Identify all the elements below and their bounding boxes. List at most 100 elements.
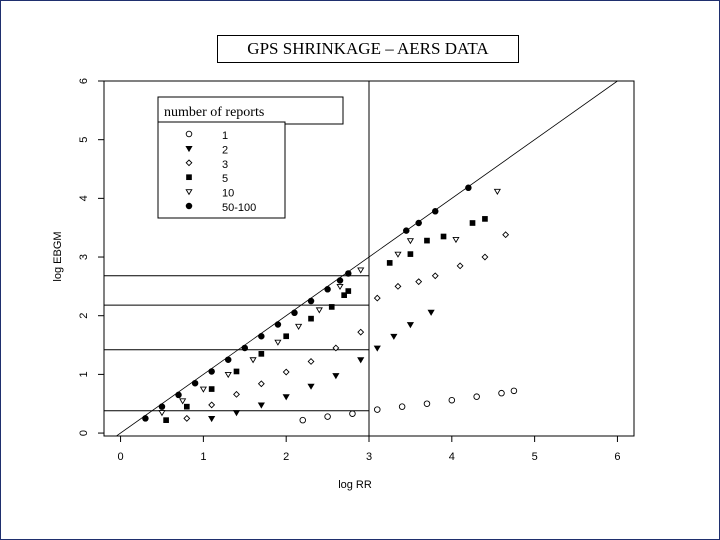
data-point [407,251,414,257]
data-point [175,391,182,399]
data-point [452,237,460,244]
series-3 [183,231,510,422]
data-point [208,401,216,409]
series-5 [163,216,488,423]
data-point [498,389,505,397]
data-point [257,402,265,409]
data-point [282,368,290,376]
data-point [241,344,249,352]
y-tick-label: 5 [78,137,90,143]
legend-label: 5 [222,173,228,185]
data-point [199,386,207,393]
data-point [415,219,422,227]
legend-title-box [157,96,344,125]
data-point [406,238,414,245]
identity-line [115,81,618,436]
data-point [406,322,414,329]
data-point [299,416,307,424]
legend-title: number of reports [164,105,264,120]
legend-label: 10 [222,188,234,200]
legend-label: 2 [222,144,228,156]
legend-marker [185,145,193,153]
series-1 [299,387,518,424]
data-point [233,368,240,375]
data-point [510,387,518,395]
y-tick-label: 6 [78,78,90,84]
legend-marker [186,174,192,181]
data-point [183,403,190,410]
data-point [158,410,166,417]
x-tick-label: 1 [200,451,206,463]
data-point [336,283,344,291]
series-10 [158,188,501,417]
data-point [307,358,315,365]
data-point [307,383,315,390]
data-point [373,294,381,302]
data-point [482,216,488,222]
y-axis-label: log EBGM [52,231,64,281]
data-point [390,333,398,340]
data-point [357,328,365,336]
series-2 [208,309,435,423]
data-point [191,379,199,387]
data-point [283,333,290,340]
data-point [332,373,340,380]
data-point [224,371,232,379]
data-point [233,390,240,398]
legend: number of reports 1 2 3 5 10 50-100 [157,96,344,219]
data-point [432,208,439,215]
data-point [394,251,402,258]
chart-title: GPS SHRINKAGE – AERS DATA [217,35,519,63]
data-point [349,410,356,417]
data-point [208,386,215,392]
data-point [398,403,406,410]
data-point [324,413,331,420]
legend-label: 3 [222,159,228,171]
x-tick-label: 3 [366,451,372,463]
data-point [332,344,340,352]
data-point [324,286,331,293]
data-point [328,304,335,310]
data-point [282,394,290,401]
data-point [142,415,149,422]
data-point [374,406,381,413]
data-point [415,278,423,286]
data-point [424,237,430,244]
legend-marker [185,189,193,196]
data-point [465,184,472,192]
data-point [403,227,410,234]
data-point [208,368,215,375]
data-point [373,345,381,352]
x-tick-label: 5 [532,451,538,463]
data-point [163,417,169,423]
data-point [307,297,315,305]
data-point [308,315,314,322]
data-point [274,339,282,346]
y-tick-label: 2 [78,313,90,319]
legend-label: 50-100 [222,202,256,214]
data-point [357,357,365,364]
data-point [315,307,323,314]
data-point [394,282,402,290]
data-point [357,267,365,274]
data-point [208,415,216,423]
data-point [440,233,447,240]
data-point [345,270,352,277]
data-point [258,332,265,340]
y-tick-label: 4 [78,195,90,201]
x-axis-label: log RR [338,479,372,491]
data-point [249,357,257,364]
data-point [295,323,303,330]
x-tick-label: 4 [449,451,455,463]
data-point [179,398,187,405]
data-point [502,231,510,239]
data-point [448,396,456,404]
data-point [336,277,344,284]
data-point [224,356,232,363]
data-point [423,400,431,407]
x-tick-label: 0 [118,451,124,463]
x-tick-label: 2 [283,451,289,463]
data-point [431,272,439,280]
